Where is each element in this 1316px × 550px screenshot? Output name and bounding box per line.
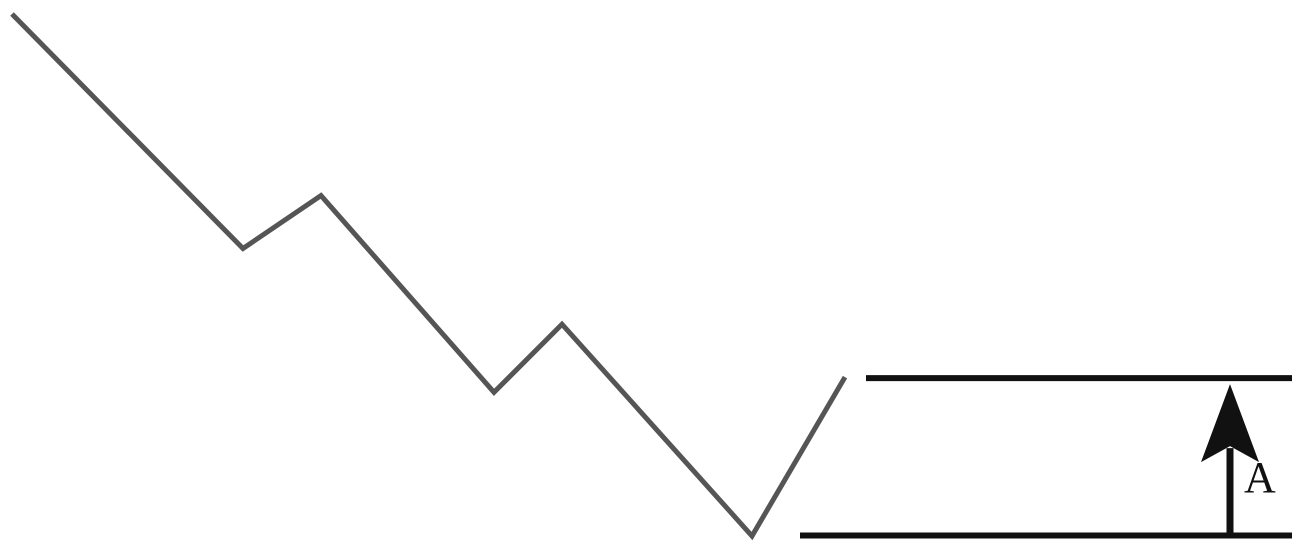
- measure-label: A: [1244, 453, 1276, 502]
- measure-arrow-head-icon: [1201, 384, 1259, 463]
- price-zigzag-line: [10, 12, 848, 541]
